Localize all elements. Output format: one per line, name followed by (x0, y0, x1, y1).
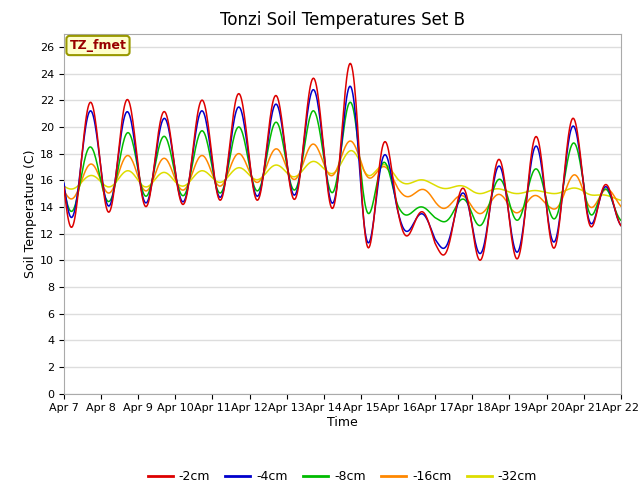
Y-axis label: Soil Temperature (C): Soil Temperature (C) (24, 149, 37, 278)
Text: TZ_fmet: TZ_fmet (70, 39, 127, 52)
Legend: -2cm, -4cm, -8cm, -16cm, -32cm: -2cm, -4cm, -8cm, -16cm, -32cm (143, 465, 542, 480)
X-axis label: Time: Time (327, 416, 358, 429)
Title: Tonzi Soil Temperatures Set B: Tonzi Soil Temperatures Set B (220, 11, 465, 29)
